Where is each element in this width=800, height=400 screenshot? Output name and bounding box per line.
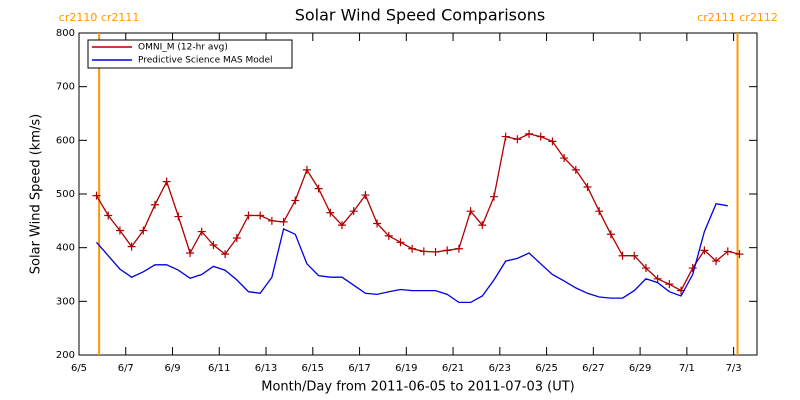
point-marker [92, 191, 101, 200]
point-marker [232, 234, 241, 243]
point-marker [723, 247, 732, 256]
point-marker [384, 231, 393, 240]
point-marker [139, 226, 148, 235]
legend-label: Predictive Science MAS Model [138, 56, 273, 66]
point-marker [104, 211, 113, 220]
point-marker [606, 230, 615, 239]
point-marker [174, 212, 183, 221]
point-marker [571, 165, 580, 174]
point-marker [291, 196, 300, 205]
x-tick-label: 6/23 [489, 363, 511, 374]
y-tick-label: 300 [56, 296, 75, 307]
point-marker [396, 238, 405, 247]
point-marker [466, 207, 475, 216]
x-tick-label: 6/7 [118, 363, 134, 374]
y-tick-label: 200 [56, 350, 75, 361]
x-tick-label: 6/21 [442, 363, 464, 374]
point-marker [302, 165, 311, 174]
point-marker [186, 249, 195, 258]
point-marker [583, 183, 592, 192]
series-line [96, 202, 728, 304]
point-marker [501, 132, 510, 141]
x-tick-label: 6/5 [71, 363, 87, 374]
point-marker [256, 211, 265, 220]
x-tick-label: 6/11 [208, 363, 230, 374]
point-marker [209, 240, 218, 249]
y-tick-label: 500 [56, 189, 75, 200]
point-marker [665, 280, 674, 289]
x-tick-label: 7/3 [726, 363, 742, 374]
point-marker [712, 257, 721, 266]
x-tick-label: 6/29 [629, 363, 651, 374]
point-marker [197, 227, 206, 236]
point-marker [478, 221, 487, 230]
point-marker [419, 247, 428, 256]
point-marker [700, 246, 709, 255]
point-marker [267, 216, 276, 225]
annotation: cr2110 cr2111 [59, 11, 140, 24]
legend-box [87, 39, 293, 69]
x-axis-label: Month/Day from 2011-06-05 to 2011-07-03 … [261, 380, 574, 395]
point-marker [513, 135, 522, 144]
point-marker [489, 192, 498, 201]
point-marker [525, 129, 534, 138]
x-tick-label: 6/27 [582, 363, 604, 374]
point-marker [653, 274, 662, 283]
x-tick-label: 6/17 [348, 363, 370, 374]
x-tick-label: 6/15 [302, 363, 324, 374]
x-tick-label: 7/1 [679, 363, 695, 374]
annotation: cr2111 cr2112 [697, 11, 778, 24]
y-tick-label: 600 [56, 135, 75, 146]
point-marker [150, 200, 159, 209]
point-marker [688, 264, 697, 273]
point-marker [641, 264, 650, 273]
legend-label: OMNI_M (12-hr avg) [138, 43, 228, 53]
point-marker [630, 251, 639, 260]
point-marker [127, 242, 136, 251]
point-marker [279, 217, 288, 226]
point-marker [618, 251, 627, 260]
x-tick-label: 6/9 [164, 363, 180, 374]
point-marker [536, 132, 545, 141]
y-axis-label: Solar Wind Speed (km/s) [29, 114, 44, 274]
point-marker [454, 244, 463, 253]
point-marker [560, 154, 569, 163]
point-marker [162, 177, 171, 186]
chart-title: Solar Wind Speed Comparisons [295, 6, 546, 25]
point-marker [338, 221, 347, 230]
y-tick-label: 700 [56, 82, 75, 93]
point-marker [735, 250, 744, 259]
point-marker [595, 207, 604, 216]
point-marker [349, 207, 358, 216]
point-marker [115, 226, 124, 235]
point-marker [314, 184, 323, 193]
point-marker [361, 191, 370, 200]
point-marker [548, 137, 557, 146]
point-marker [326, 208, 335, 217]
x-tick-label: 6/25 [535, 363, 557, 374]
point-marker [431, 247, 440, 256]
point-marker [443, 246, 452, 255]
point-marker [408, 244, 417, 253]
x-tick-label: 6/13 [255, 363, 277, 374]
x-tick-label: 6/19 [395, 363, 417, 374]
y-tick-label: 800 [56, 28, 75, 39]
point-marker [221, 250, 230, 259]
plot-frame [78, 32, 758, 356]
point-marker [244, 211, 253, 220]
series-line [95, 133, 740, 292]
point-marker [373, 219, 382, 228]
y-tick-label: 400 [56, 243, 75, 254]
